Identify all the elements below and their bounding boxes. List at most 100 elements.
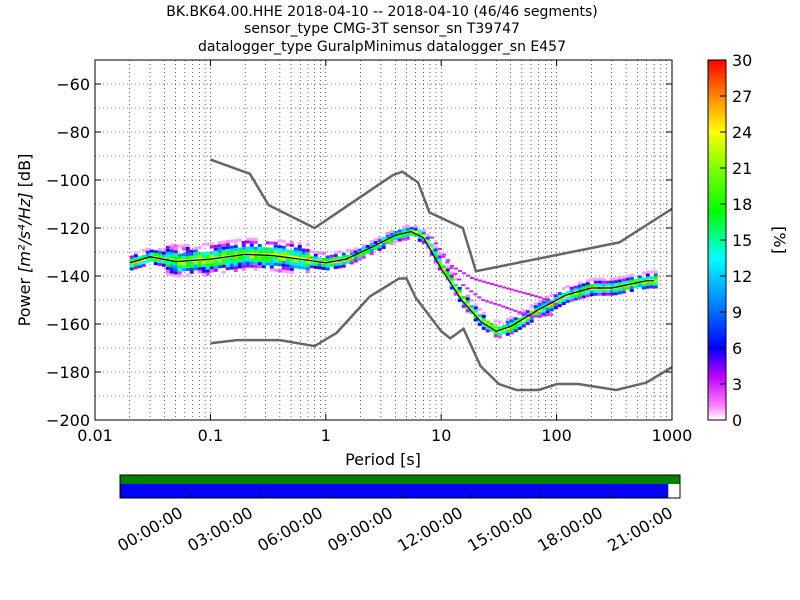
histogram-cell: [249, 261, 254, 265]
histogram-cell: [173, 268, 178, 272]
histogram-cell: [633, 279, 638, 283]
histogram-cell: [249, 258, 254, 262]
histogram-cell: [517, 311, 522, 315]
colorbar-tick-label: 0: [732, 411, 742, 430]
histogram-cell: [317, 263, 322, 267]
histogram-cell: [493, 328, 498, 332]
histogram-cell: [221, 243, 226, 247]
histogram-cell: [273, 268, 278, 272]
colorbar-tick-label: 21: [732, 159, 752, 178]
histogram-cell: [641, 277, 646, 281]
histogram-cell: [193, 255, 198, 259]
histogram-cell: [477, 319, 482, 323]
histogram-cell: [129, 261, 134, 265]
histogram-cell: [369, 243, 374, 247]
histogram-cell: [197, 255, 202, 259]
histogram-cell: [469, 298, 474, 302]
histogram-cell: [545, 304, 550, 308]
histogram-cell: [613, 292, 618, 296]
histogram-cell: [317, 251, 322, 255]
x-axis-ticks: 0.01 0.1 1 10 100 1000: [77, 60, 692, 445]
histogram-cell: [201, 269, 206, 273]
histogram-cell: [165, 251, 170, 255]
histogram-cell: [229, 266, 234, 270]
histogram-cell: [473, 306, 478, 310]
histogram-cell: [433, 251, 438, 255]
histogram-cell: [389, 229, 394, 233]
y-axis-ticks: −60 −80 −100 −120 −140 −160 −180 −200: [46, 75, 672, 430]
histogram-cell: [285, 264, 290, 268]
histogram-cell: [461, 301, 466, 305]
histogram-cell: [197, 270, 202, 274]
histogram-cell: [581, 295, 586, 299]
histogram-cell: [169, 267, 174, 271]
histogram-cell: [525, 319, 530, 323]
histogram-cell: [177, 262, 182, 266]
histogram-cell: [261, 247, 266, 251]
histogram-cell: [589, 287, 594, 291]
histogram-cell: [269, 268, 274, 272]
histogram-cell: [301, 254, 306, 258]
histogram-cell: [297, 244, 302, 248]
histogram-cell: [541, 309, 546, 313]
histogram-cell: [137, 265, 142, 269]
histogram-cell: [541, 314, 546, 317]
colorbar-tick-label: 30: [732, 51, 752, 70]
histogram-cell: [133, 254, 138, 258]
histogram-cell: [653, 285, 658, 289]
histogram-cell: [337, 256, 342, 260]
histogram-cell: [337, 250, 342, 254]
histogram-cell: [229, 239, 234, 243]
histogram-cell: [437, 255, 442, 259]
histogram-cell: [205, 269, 210, 273]
histogram-cell: [285, 255, 290, 259]
x-tick-label: 0.01: [77, 426, 113, 445]
histogram-cell: [169, 255, 174, 259]
histogram-cell: [637, 284, 642, 288]
histogram-cell: [241, 246, 246, 250]
histogram-cell: [493, 325, 498, 329]
histogram-cell: [281, 239, 286, 243]
title-line-1: BK.BK64.00.HHE 2018-04-10 -- 2018-04-10 …: [166, 4, 598, 20]
data-coverage-bar: [120, 475, 680, 484]
histogram-cell: [445, 274, 450, 278]
histogram-cell: [225, 267, 230, 271]
histogram-cell: [325, 267, 330, 271]
histogram-cell: [481, 311, 486, 315]
histogram-cell: [454, 267, 459, 270]
histogram-cell: [577, 296, 582, 300]
histogram-cell: [229, 260, 234, 264]
histogram-cell: [573, 294, 578, 298]
histogram-cell: [529, 310, 534, 314]
histogram-cell: [197, 267, 202, 271]
histogram-cell: [533, 311, 538, 315]
histogram-cell: [465, 287, 470, 290]
histogram-cell: [453, 292, 458, 296]
histogram-cell: [493, 331, 498, 335]
histogram-cell: [565, 299, 570, 303]
histogram-cell: [205, 251, 210, 255]
histogram-cell: [561, 293, 566, 297]
histogram-cell: [605, 280, 610, 284]
histogram-cell: [253, 264, 258, 268]
histogram-cell: [301, 248, 306, 252]
histogram-cell: [209, 263, 214, 267]
histogram-cell: [457, 298, 462, 302]
histogram-cell: [173, 253, 178, 257]
histogram-cell: [554, 302, 559, 305]
histogram-cell: [221, 249, 226, 253]
histogram-cell: [249, 246, 254, 250]
histogram-cell: [565, 284, 570, 288]
histogram-cell: [473, 309, 478, 313]
colorbar-tick-label: 9: [732, 303, 742, 322]
histogram-cell: [593, 277, 598, 281]
histogram-cell: [497, 335, 502, 339]
histogram-cell: [521, 321, 526, 325]
histogram-cell: [313, 265, 318, 269]
histogram-cell: [413, 233, 418, 237]
histogram-cell: [165, 263, 170, 267]
histogram-cell: [169, 252, 174, 256]
histogram-cell: [373, 238, 378, 242]
histogram-cell: [177, 274, 182, 278]
histogram-cell: [197, 264, 202, 268]
